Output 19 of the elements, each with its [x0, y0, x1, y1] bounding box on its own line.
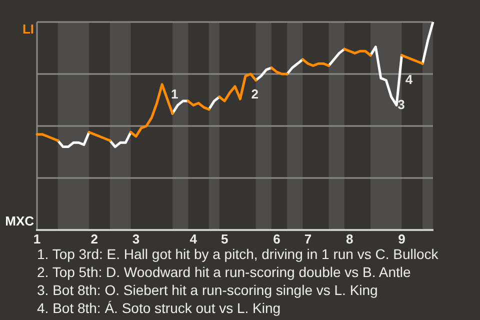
x-tick-label: 4 — [190, 231, 198, 246]
annotation: 3 — [398, 96, 405, 112]
x-tick-label: 5 — [220, 231, 228, 246]
text: 3. Bot 8th: O. Siebert hit a run-scoring single vs L. King — [37, 281, 379, 299]
x-tick-label: 7 — [304, 231, 312, 246]
annotation: 1 — [170, 86, 178, 102]
annotation: 2 — [251, 86, 258, 102]
x-tick-label: 9 — [398, 231, 406, 246]
text: 1. Top 3rd: E. Hall got hit by a pitch, driving in 1 run vs C. Bullock — [37, 245, 440, 263]
text: 2. Top 5th: D. Woodward hit a run-scoring double vs B. Antle — [37, 263, 412, 281]
text: LI — [22, 22, 34, 37]
x-tick-label: 6 — [273, 231, 280, 246]
text: MXC — [5, 214, 35, 229]
text: 4. Bot 8th: Á. Soto struck out vs L. King — [37, 299, 282, 317]
x-tick-label: 8 — [346, 231, 354, 246]
annotation: 4 — [405, 72, 414, 87]
x-tick-label: 1 — [33, 231, 41, 246]
x-tick-label: 2 — [90, 231, 98, 246]
x-tick-label: 3 — [132, 231, 140, 246]
